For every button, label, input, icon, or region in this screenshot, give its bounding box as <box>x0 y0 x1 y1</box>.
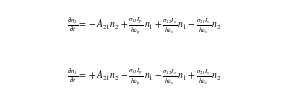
Text: $\frac{\partial n_1}{\partial t} = +A_{21}n_2 - \frac{\sigma_{13}I_p}{h\nu_p}\,n: $\frac{\partial n_1}{\partial t} = +A_{2… <box>67 66 222 88</box>
Text: $\frac{\partial n_2}{\partial t} = -A_{21}n_2 + \frac{\sigma_{13}I_p}{h\nu_p}\,n: $\frac{\partial n_2}{\partial t} = -A_{2… <box>67 15 222 37</box>
